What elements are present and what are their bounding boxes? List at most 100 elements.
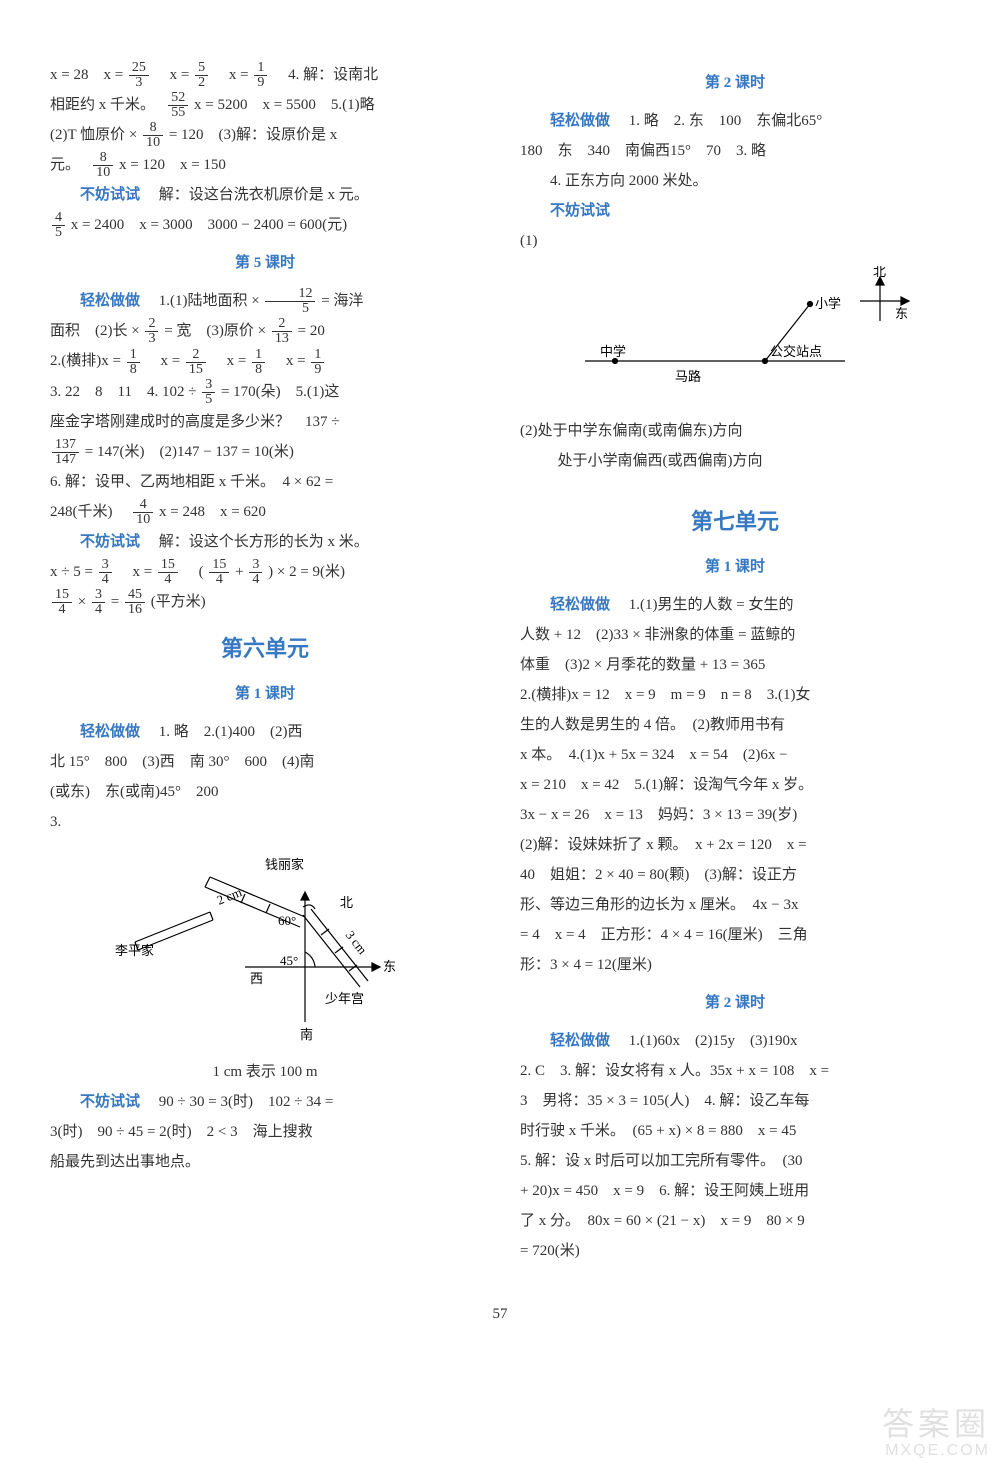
text-line: 轻松做做 1.(1)60x (2)15y (3)190x xyxy=(520,1026,950,1056)
text: 90 ÷ 30 = 3(时) 102 ÷ 34 = xyxy=(144,1094,334,1110)
fraction: 52 xyxy=(195,61,208,90)
fraction: 19 xyxy=(254,61,267,90)
text: 1.(1)60x (2)15y (3)190x xyxy=(614,1033,798,1049)
diagram-label: 南 xyxy=(300,1027,313,1042)
text: 解：设这台洗衣机原价是 x 元。 xyxy=(144,187,369,203)
text-line: (2)解：设妹妹折了 x 颗。 x + 2x = 120 x = xyxy=(520,830,950,860)
text: 248(千米) xyxy=(50,504,128,520)
fraction: 810 xyxy=(143,121,163,150)
fraction: 34 xyxy=(99,558,112,587)
fraction: 45 xyxy=(52,211,65,240)
text: x = 2400 x = 3000 3000 − 2400 = 600(元) xyxy=(71,217,347,233)
text-line: 体重 (3)2 × 月季花的数量 + 13 = 365 xyxy=(520,650,950,680)
text: = 170(朵) 5.(1)这 xyxy=(221,384,339,400)
text-line: 轻松做做 1.(1)陆地面积 × 125 = 海洋 xyxy=(50,286,480,316)
text: (平方米) xyxy=(151,594,206,610)
text-line: 座金字塔刚建成时的高度是多少米？ 137 ÷ xyxy=(50,407,480,437)
diagram-caption: 1 cm 表示 100 m xyxy=(50,1057,480,1087)
lesson-heading: 第 2 课时 xyxy=(520,68,950,98)
left-column: x = 28 x = 253 x = 52 x = 19 4. 解：设南北 相距… xyxy=(50,60,480,1266)
fraction: 19 xyxy=(311,348,324,377)
diagram-label: 北 xyxy=(873,266,886,279)
try-label: 不妨试试 xyxy=(550,203,610,219)
lesson-heading: 第 1 课时 xyxy=(50,679,480,709)
fraction: 154 xyxy=(209,558,229,587)
text-line: 2.(横排)x = 12 x = 9 m = 9 n = 8 3.(1)女 xyxy=(520,680,950,710)
fraction: 5255 xyxy=(168,91,188,120)
text: x = xyxy=(145,353,183,369)
fraction: 410 xyxy=(133,498,153,527)
diagram-label: 60° xyxy=(278,913,296,928)
text-line: 154 × 34 = 4516 (平方米) xyxy=(50,587,480,617)
diagram-label: 钱丽家 xyxy=(265,857,304,872)
text-line: 4. 正东方向 2000 米处。 xyxy=(520,166,950,196)
text: 面积 (2)长 × xyxy=(50,323,143,339)
diagram-label: 北 xyxy=(340,895,353,910)
text-line: 2.(横排)x = 18 x = 215 x = 18 x = 19 xyxy=(50,346,480,376)
lesson-heading: 第 1 课时 xyxy=(520,552,950,582)
text-line: = 4 x = 4 正方形：4 × 4 = 16(厘米) 三角 xyxy=(520,920,950,950)
page-number: 57 xyxy=(0,1306,1000,1363)
text: + xyxy=(235,564,247,580)
text: x = xyxy=(212,353,250,369)
fraction: 23 xyxy=(145,317,158,346)
fraction: 125 xyxy=(265,287,315,316)
easy-label: 轻松做做 xyxy=(550,1033,610,1049)
text-line: = 720(米) xyxy=(520,1236,950,1266)
text-line: 不妨试试 解：设这个长方形的长为 x 米。 xyxy=(50,527,480,557)
text: 1. 略 2. 东 100 东偏北65° xyxy=(614,113,823,129)
text: 1.(1)陆地面积 × xyxy=(144,293,264,309)
text-line: + 20)x = 450 x = 9 6. 解：设王阿姨上班用 xyxy=(520,1176,950,1206)
text-line: 3x − x = 26 x = 13 妈妈：3 × 13 = 39(岁) xyxy=(520,800,950,830)
text-line: 了 x 分。 80x = 60 × (21 − x) x = 9 80 × 9 xyxy=(520,1206,950,1236)
fraction: 213 xyxy=(272,317,292,346)
text-line: 45 x = 2400 x = 3000 3000 − 2400 = 600(元… xyxy=(50,210,480,240)
text: 4. 解：设南北 xyxy=(273,67,378,83)
text-line: 3. 22 8 11 4. 102 ÷ 35 = 170(朵) 5.(1)这 xyxy=(50,377,480,407)
right-column: 第 2 课时 轻松做做 1. 略 2. 东 100 东偏北65° 180 东 3… xyxy=(520,60,950,1266)
text-line: 船最先到达出事地点。 xyxy=(50,1147,480,1177)
fraction: 154 xyxy=(158,558,178,587)
fraction: 4516 xyxy=(125,588,145,617)
unit-heading: 第七单元 xyxy=(520,500,950,544)
text-line: x 本。 4.(1)x + 5x = 324 x = 54 (2)6x − xyxy=(520,740,950,770)
text-line: 面积 (2)长 × 23 = 宽 (3)原价 × 213 = 20 xyxy=(50,316,480,346)
watermark-line1: 答案圈 xyxy=(882,1407,990,1442)
text-line: 3. xyxy=(50,807,480,837)
text-line: 轻松做做 1. 略 2.(1)400 (2)西 xyxy=(50,717,480,747)
text: ( xyxy=(184,564,204,580)
fraction: 253 xyxy=(129,61,149,90)
text-line: 处于小学南偏西(或西偏南)方向 xyxy=(520,446,950,476)
diagram-compass-paths: 钱丽家 李平家 北 南 东 西 少年宫 2 cm 3 cm 60° 45° xyxy=(115,847,415,1047)
try-label: 不妨试试 xyxy=(80,187,140,203)
text-line: 时行驶 x 千米。 (65 + x) × 8 = 880 x = 45 xyxy=(520,1116,950,1146)
easy-label: 轻松做做 xyxy=(80,293,140,309)
diagram-label: 45° xyxy=(280,953,298,968)
text: = 海洋 xyxy=(321,293,363,309)
text-line: (1) xyxy=(520,226,950,256)
text: ) × 2 = 9(米) xyxy=(268,564,345,580)
text: 1.(1)男生的人数 = 女生的 xyxy=(614,597,794,613)
text-line: 6. 解：设甲、乙两地相距 x 千米。 4 × 62 = xyxy=(50,467,480,497)
fraction: 810 xyxy=(93,151,113,180)
text-line: 形、等边三角形的边长为 x 厘米。 4x − 3x xyxy=(520,890,950,920)
text-line: 2. C 3. 解：设女将有 x 人。35x + x = 108 x = xyxy=(520,1056,950,1086)
text-line: 形：3 × 4 = 12(厘米) xyxy=(520,950,950,980)
text: = 宽 (3)原价 × xyxy=(164,323,270,339)
text: x = 28 x = xyxy=(50,67,127,83)
diagram-label: 3 cm xyxy=(343,927,371,956)
lesson-heading: 第 5 课时 xyxy=(50,248,480,278)
diagram-label: 东 xyxy=(383,959,396,974)
fraction: 18 xyxy=(127,348,140,377)
fraction: 34 xyxy=(249,558,262,587)
text-line: 人数 + 12 (2)33 × 非洲象的体重 = 蓝鲸的 xyxy=(520,620,950,650)
text: x ÷ 5 = xyxy=(50,564,97,580)
text-line: (2)处于中学东偏南(或南偏东)方向 xyxy=(520,416,950,446)
text-line: 40 姐姐：2 × 40 = 80(颗) (3)解：设正方 xyxy=(520,860,950,890)
text: 1. 略 2.(1)400 (2)西 xyxy=(144,724,303,740)
text: = 147(米) (2)147 − 137 = 10(米) xyxy=(85,444,294,460)
try-label: 不妨试试 xyxy=(80,534,140,550)
text-line: 3(时) 90 ÷ 45 = 2(时) 2 < 3 海上搜救 xyxy=(50,1117,480,1147)
text-line: 137147 = 147(米) (2)147 − 137 = 10(米) xyxy=(50,437,480,467)
text-line: 不妨试试 解：设这台洗衣机原价是 x 元。 xyxy=(50,180,480,210)
